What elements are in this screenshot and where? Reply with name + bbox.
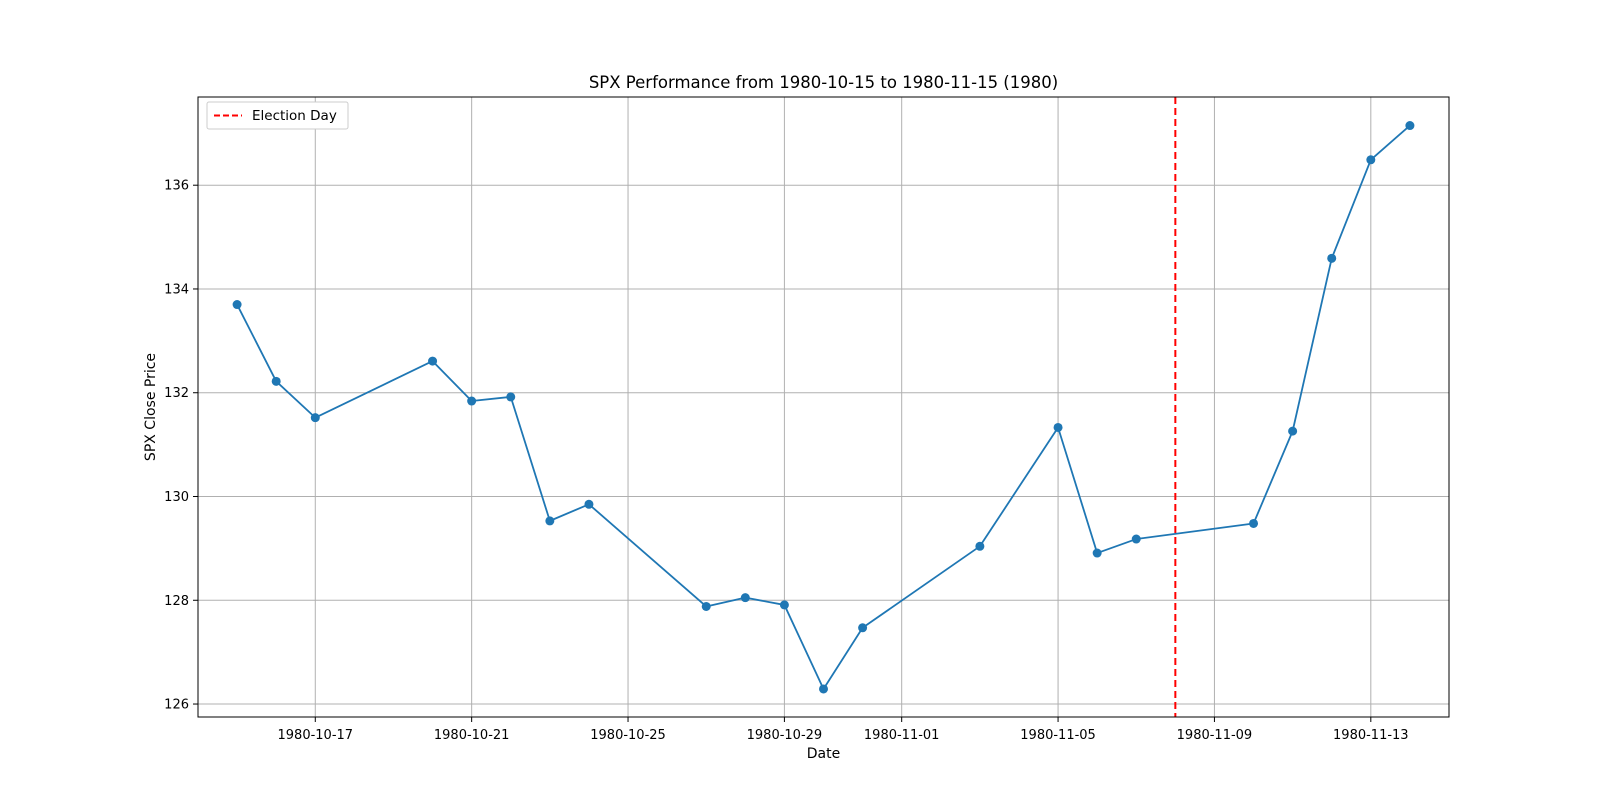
x-tick-label: 1980-11-05: [1020, 728, 1096, 743]
data-point: [1327, 253, 1337, 263]
data-point: [1053, 422, 1063, 432]
data-point: [819, 684, 828, 694]
x-tick-label: 1980-10-17: [278, 728, 354, 743]
y-axis-label: SPX Close Price: [143, 353, 159, 461]
data-point: [1288, 426, 1298, 436]
plot-frame: [197, 96, 1450, 718]
data-point: [271, 376, 281, 386]
x-tick-label: 1980-11-01: [864, 728, 940, 743]
data-point: [1131, 534, 1141, 544]
x-tick-label: 1980-10-25: [590, 728, 666, 743]
y-axis-ticks: 126 128 130 132 134 136: [164, 179, 198, 713]
x-tick-label: 1980-11-13: [1333, 728, 1409, 743]
x-tick-label: 1980-10-29: [747, 728, 823, 743]
data-point: [584, 499, 594, 509]
legend-label-election-day: Election Day: [252, 108, 337, 124]
data-point: [232, 300, 242, 310]
y-tick-label: 130: [164, 490, 189, 505]
data-point: [1249, 518, 1259, 528]
y-tick-label: 126: [164, 698, 189, 713]
x-tick-label: 1980-11-09: [1177, 728, 1253, 743]
data-point: [975, 541, 985, 551]
y-tick-label: 134: [164, 282, 189, 297]
data-point: [701, 601, 711, 611]
data-point: [1366, 155, 1376, 165]
data-point: [1405, 121, 1415, 131]
data-point: [506, 392, 516, 402]
data-point: [1092, 548, 1102, 558]
legend-box: [206, 101, 349, 130]
y-tick-label: 128: [164, 594, 189, 609]
data-point: [545, 516, 555, 526]
series-layer: [232, 121, 1415, 694]
y-tick-label: 132: [164, 386, 189, 401]
x-axis-ticks: 1980-10-17 1980-10-21 1980-10-25 1980-10-29…: [278, 717, 1409, 743]
grid: [198, 97, 1449, 717]
series-line: [236, 124, 1411, 690]
chart-title: SPX Performance from 1980-10-15 to 1980-…: [589, 73, 1058, 92]
data-point: [740, 593, 750, 603]
data-point: [428, 356, 438, 366]
data-point: [467, 396, 477, 406]
legend: Election Day: [206, 101, 349, 130]
data-point: [779, 600, 789, 610]
y-tick-label: 136: [164, 179, 189, 194]
x-tick-label: 1980-10-21: [434, 728, 510, 743]
x-axis-label: Date: [807, 746, 840, 762]
data-point: [310, 413, 320, 423]
data-point: [858, 623, 868, 633]
